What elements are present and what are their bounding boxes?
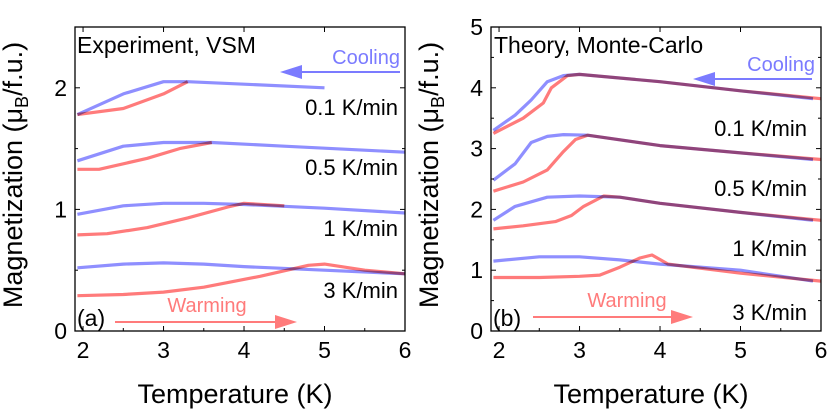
panel-title: Theory, Monte-Carlo — [494, 32, 703, 58]
y-axis-title: Magnetization (μB/f.u.) — [0, 42, 32, 308]
warming-label: Warming — [587, 290, 666, 312]
cooling-curve-3 — [77, 261, 406, 276]
x-tick-label: 3 — [573, 337, 586, 363]
cooling-curve-2 — [492, 194, 814, 222]
rate-label: 1 K/min — [732, 236, 807, 261]
warming-arrow-head-icon — [671, 310, 693, 324]
x-tick-label: 4 — [654, 337, 667, 363]
x-tick-label: 2 — [493, 337, 506, 363]
warming-label: Warming — [167, 295, 246, 317]
x-tick-label: 3 — [157, 337, 170, 363]
warming-arrow-head-icon — [275, 315, 297, 329]
cooling-curve-2 — [77, 201, 406, 216]
panel-label: (b) — [493, 305, 521, 331]
x-tick-label: 6 — [399, 337, 412, 363]
y-tick-label: 2 — [54, 75, 67, 101]
x-tick-label: 5 — [318, 337, 331, 363]
y-tick-label: 0 — [470, 318, 483, 344]
y-tick-label: 5 — [470, 14, 483, 40]
cooling-curve-0 — [492, 72, 814, 132]
cooling-arrow-head-icon — [693, 72, 715, 86]
rate-label: 1 K/min — [323, 216, 398, 241]
x-tick-label: 4 — [238, 337, 251, 363]
warming-curve-0 — [77, 80, 189, 117]
y-axis-title-subscript: B — [428, 96, 448, 108]
x-axis-title: Temperature (K) — [137, 379, 332, 409]
y-axis-title-suffix: /f.u.) — [414, 42, 444, 96]
rate-label: 3 K/min — [323, 278, 398, 303]
x-tick-label: 6 — [815, 337, 828, 363]
panel-title: Experiment, VSM — [77, 32, 256, 58]
x-tick-label: 5 — [734, 337, 747, 363]
x-axis-title: Temperature (K) — [553, 379, 748, 409]
warming-curve-1 — [77, 140, 213, 171]
cooling-label: Cooling — [747, 54, 815, 76]
y-tick-label: 0 — [54, 318, 67, 344]
y-axis-title-main: Magnetization (μ — [0, 108, 28, 308]
panel-label: (a) — [77, 305, 105, 331]
cooling-label: Cooling — [332, 47, 400, 69]
y-tick-label: 1 — [54, 196, 67, 222]
cooling-curve-1 — [76, 140, 406, 163]
y-tick-label: 1 — [470, 257, 483, 283]
y-tick-label: 3 — [470, 136, 483, 162]
y-tick-label: 4 — [470, 75, 483, 101]
warming-curve-3 — [77, 262, 406, 298]
rate-label: 3 K/min — [732, 300, 807, 325]
y-axis-title-suffix: /f.u.) — [0, 42, 28, 96]
rate-label: 0.5 K/min — [714, 176, 807, 201]
panel-a: 0.1 K/min 0.5 K/min 1 K/min 3 K/min 2 3 4 5 6 0 1 2… — [0, 26, 412, 409]
rate-label: 0.5 K/min — [305, 155, 398, 180]
cooling-curve-0 — [76, 80, 325, 117]
panel-b: 0.1 K/min 0.5 K/min 1 K/min 3 K/min 2 3 4 5 6 0 1 2… — [414, 14, 827, 409]
plot-frame — [74, 26, 406, 332]
cooling-curve-3 — [493, 255, 814, 283]
y-axis-title-subscript: B — [12, 96, 32, 108]
y-axis-title: Magnetization (μB/f.u.) — [414, 42, 448, 308]
x-tick-label: 2 — [77, 337, 90, 363]
cooling-arrow-head-icon — [280, 65, 302, 79]
rate-label: 0.1 K/min — [305, 95, 398, 120]
cooling-curve-1 — [492, 133, 814, 182]
y-axis-title-main: Magnetization (μ — [414, 108, 444, 308]
rate-label: 0.1 K/min — [714, 116, 807, 141]
y-tick-label: 2 — [470, 196, 483, 222]
